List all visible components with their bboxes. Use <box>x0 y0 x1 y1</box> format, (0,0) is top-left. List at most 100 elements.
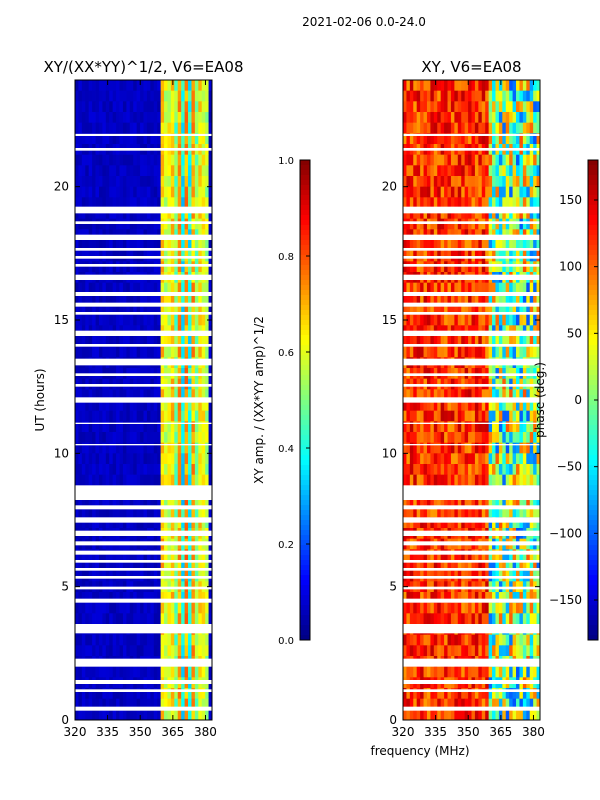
flag-gap <box>403 292 540 296</box>
y-tick-label: 20 <box>382 180 397 194</box>
x-tick-label: 365 <box>489 725 512 739</box>
flag-gap <box>75 302 212 307</box>
flag-gap <box>403 560 540 563</box>
colorbar-tick-label: 150 <box>559 193 582 207</box>
flag-gap <box>75 133 212 136</box>
flag-gap <box>403 234 540 240</box>
y-tick-label: 5 <box>389 580 397 594</box>
y-tick-label: 20 <box>54 180 69 194</box>
flag-gap <box>75 422 212 424</box>
colorbar-tick-label: 0.0 <box>278 636 294 647</box>
x-tick-label: 320 <box>392 725 415 739</box>
flag-gap <box>75 560 212 563</box>
flag-gap <box>75 706 212 711</box>
amplitude-flag-gaps <box>75 133 212 711</box>
colorbar-tick-label: −150 <box>549 593 582 607</box>
flag-gap <box>75 505 212 510</box>
flag-gap <box>403 312 540 315</box>
flag-gap <box>75 586 212 590</box>
figure-title: 2021-02-06 0.0-24.0 <box>302 15 426 29</box>
colorbar-tick-label: 100 <box>559 260 582 274</box>
flag-gap <box>75 568 212 571</box>
flag-gap <box>75 598 212 603</box>
x-tick-label: 320 <box>64 725 87 739</box>
flag-gap <box>75 206 212 214</box>
flag-gap <box>75 312 212 315</box>
colorbar-tick-label: 0.4 <box>278 444 294 455</box>
flag-gap <box>75 485 212 500</box>
flag-gap <box>403 598 540 603</box>
y-tick-label: 15 <box>54 313 69 327</box>
x-tick-label: 380 <box>194 725 217 739</box>
flag-gap <box>403 658 540 667</box>
flag-gap <box>75 274 212 280</box>
flag-gap <box>403 422 540 424</box>
frequency-x-axis-label: frequency (MHz) <box>370 744 469 758</box>
phase-plot-frame <box>402 79 541 721</box>
flag-gap <box>403 264 540 267</box>
colorbar-tick-label: 0 <box>574 393 582 407</box>
flag-gap <box>75 444 212 446</box>
amplitude-axes: 320 335 350 365 380 0 5 10 15 20 <box>54 80 217 739</box>
flag-gap <box>75 221 212 224</box>
flag-gap <box>403 302 540 307</box>
flag-gap <box>75 384 212 387</box>
flag-gap <box>403 517 540 523</box>
flag-gap <box>403 505 540 510</box>
flag-gap <box>75 576 212 579</box>
flag-gap <box>75 358 212 366</box>
flag-gap <box>403 148 540 151</box>
x-tick-label: 365 <box>161 725 184 739</box>
flag-gap <box>403 530 540 536</box>
flag-gap <box>403 344 540 347</box>
flag-gap <box>75 148 212 151</box>
colorbar-tick-label: 0.8 <box>278 252 294 263</box>
flag-gap <box>75 344 212 347</box>
flag-gap <box>75 680 212 684</box>
colorbar-tick-label: −50 <box>557 460 582 474</box>
y-tick-label: 10 <box>54 446 69 460</box>
amplitude-plot-frame <box>74 79 213 721</box>
colorbar-tick-label: −100 <box>549 526 582 540</box>
flag-gap <box>75 330 212 336</box>
flag-gap <box>75 292 212 296</box>
flag-gap <box>75 530 212 536</box>
x-tick-label: 350 <box>457 725 480 739</box>
colorbar-tick-label: 1.0 <box>278 156 294 167</box>
flag-gap <box>75 658 212 667</box>
flag-gap <box>403 576 540 579</box>
flag-gap <box>403 541 540 546</box>
flag-gap <box>403 384 540 387</box>
flag-gap <box>75 689 212 692</box>
flag-gap <box>403 568 540 571</box>
flag-gap <box>75 541 212 546</box>
flag-gap <box>75 248 212 251</box>
flag-gap <box>403 397 540 403</box>
flag-gap <box>75 397 212 403</box>
colorbar-tick-label: 0.6 <box>278 348 294 359</box>
flag-gap <box>75 234 212 240</box>
flag-gap <box>75 373 212 376</box>
flag-gap <box>403 624 540 634</box>
y-tick-label: 0 <box>389 713 397 727</box>
amplitude-panel-title: XY/(XX*YY)^1/2, V6=EA08 <box>43 58 243 76</box>
x-tick-label: 380 <box>522 725 545 739</box>
flag-gap <box>403 706 540 711</box>
flag-gap <box>403 358 540 366</box>
flag-gap <box>403 689 540 692</box>
flag-gap <box>403 206 540 214</box>
x-tick-label: 335 <box>96 725 119 739</box>
flag-gap <box>403 373 540 376</box>
flag-gap <box>403 248 540 251</box>
amplitude-ratio-panel: XY/(XX*YY)^1/2, V6=EA08 320 335 350 365 380 0… <box>33 58 244 739</box>
phase-panel: XY, V6=EA08 320 335 350 365 380 0 5 10 15 20 freq… <box>370 58 544 758</box>
y-tick-label: 5 <box>61 580 69 594</box>
amplitude-y-axis-label: UT (hours) <box>33 368 47 431</box>
phase-panel-title: XY, V6=EA08 <box>421 58 521 76</box>
flag-gap <box>75 550 212 555</box>
flag-gap <box>75 517 212 523</box>
amplitude-colorbar: 0.0 0.2 0.4 0.6 0.8 1.0 XY amp. / (XX*YY amp)… <box>252 156 311 647</box>
flag-gap <box>403 330 540 336</box>
y-tick-label: 10 <box>382 446 397 460</box>
